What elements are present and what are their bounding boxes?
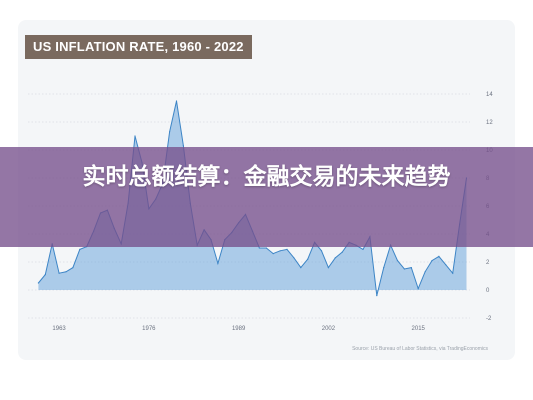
overlay-banner: [0, 147, 533, 247]
x-tick-label: 1963: [52, 326, 66, 332]
data-point-1986: [217, 262, 219, 264]
x-tick-label: 2002: [322, 326, 336, 332]
data-point-2001: [320, 250, 323, 252]
y-tick-label: -2: [486, 316, 492, 322]
data-point-2013: [403, 268, 405, 270]
data-point-2014: [410, 267, 412, 269]
data-point-1966: [79, 248, 81, 250]
data-point-2016: [424, 271, 426, 273]
data-point-1996: [286, 248, 288, 250]
data-point-2015: [417, 288, 419, 290]
data-point-1992: [258, 247, 260, 249]
data-point-1997: [293, 257, 295, 259]
y-tick-label: 2: [486, 260, 490, 266]
data-point-2017: [431, 260, 433, 262]
data-point-2012: [396, 260, 399, 262]
banner-title: 实时总额结算：金融交易的未来趋势: [82, 164, 451, 190]
data-point-2003: [334, 257, 336, 259]
chart-title: US INFLATION RATE, 1960 - 2022: [25, 35, 252, 59]
data-point-1993: [265, 247, 267, 249]
y-tick-label: 12: [486, 120, 493, 126]
x-tick-label: 2015: [412, 326, 426, 332]
x-tick-label: 1989: [232, 326, 246, 332]
data-point-1965: [72, 267, 74, 269]
y-tick-label: 14: [486, 92, 493, 98]
x-axis-ticks: 1963 1976 1989 2002 2015: [52, 326, 425, 332]
data-point-2019: [445, 264, 447, 266]
data-point-2002: [327, 267, 329, 269]
data-point-2007: [362, 248, 364, 250]
x-tick-label: 1976: [142, 326, 156, 332]
data-point-1994: [272, 253, 274, 255]
data-point-2009: [376, 295, 378, 297]
data-point-2018: [438, 255, 440, 257]
data-point-2004: [341, 251, 343, 253]
data-point-1963: [58, 272, 60, 274]
source-note: Source: US Bureau of Labor Statistics, v…: [352, 346, 488, 352]
data-point-1979: [169, 131, 171, 133]
data-point-2020: [452, 272, 454, 274]
data-point-2010: [383, 267, 385, 269]
data-point-1980: [175, 100, 178, 102]
data-point-1999: [307, 258, 309, 260]
y-tick-label: 0: [486, 288, 490, 294]
data-point-1974: [134, 135, 136, 137]
data-point-1981: [182, 145, 184, 147]
data-point-1995: [279, 250, 281, 252]
data-point-1998: [300, 267, 302, 269]
data-point-1961: [44, 274, 46, 276]
data-point-1964: [65, 271, 67, 273]
data-point-1960: [37, 282, 40, 284]
